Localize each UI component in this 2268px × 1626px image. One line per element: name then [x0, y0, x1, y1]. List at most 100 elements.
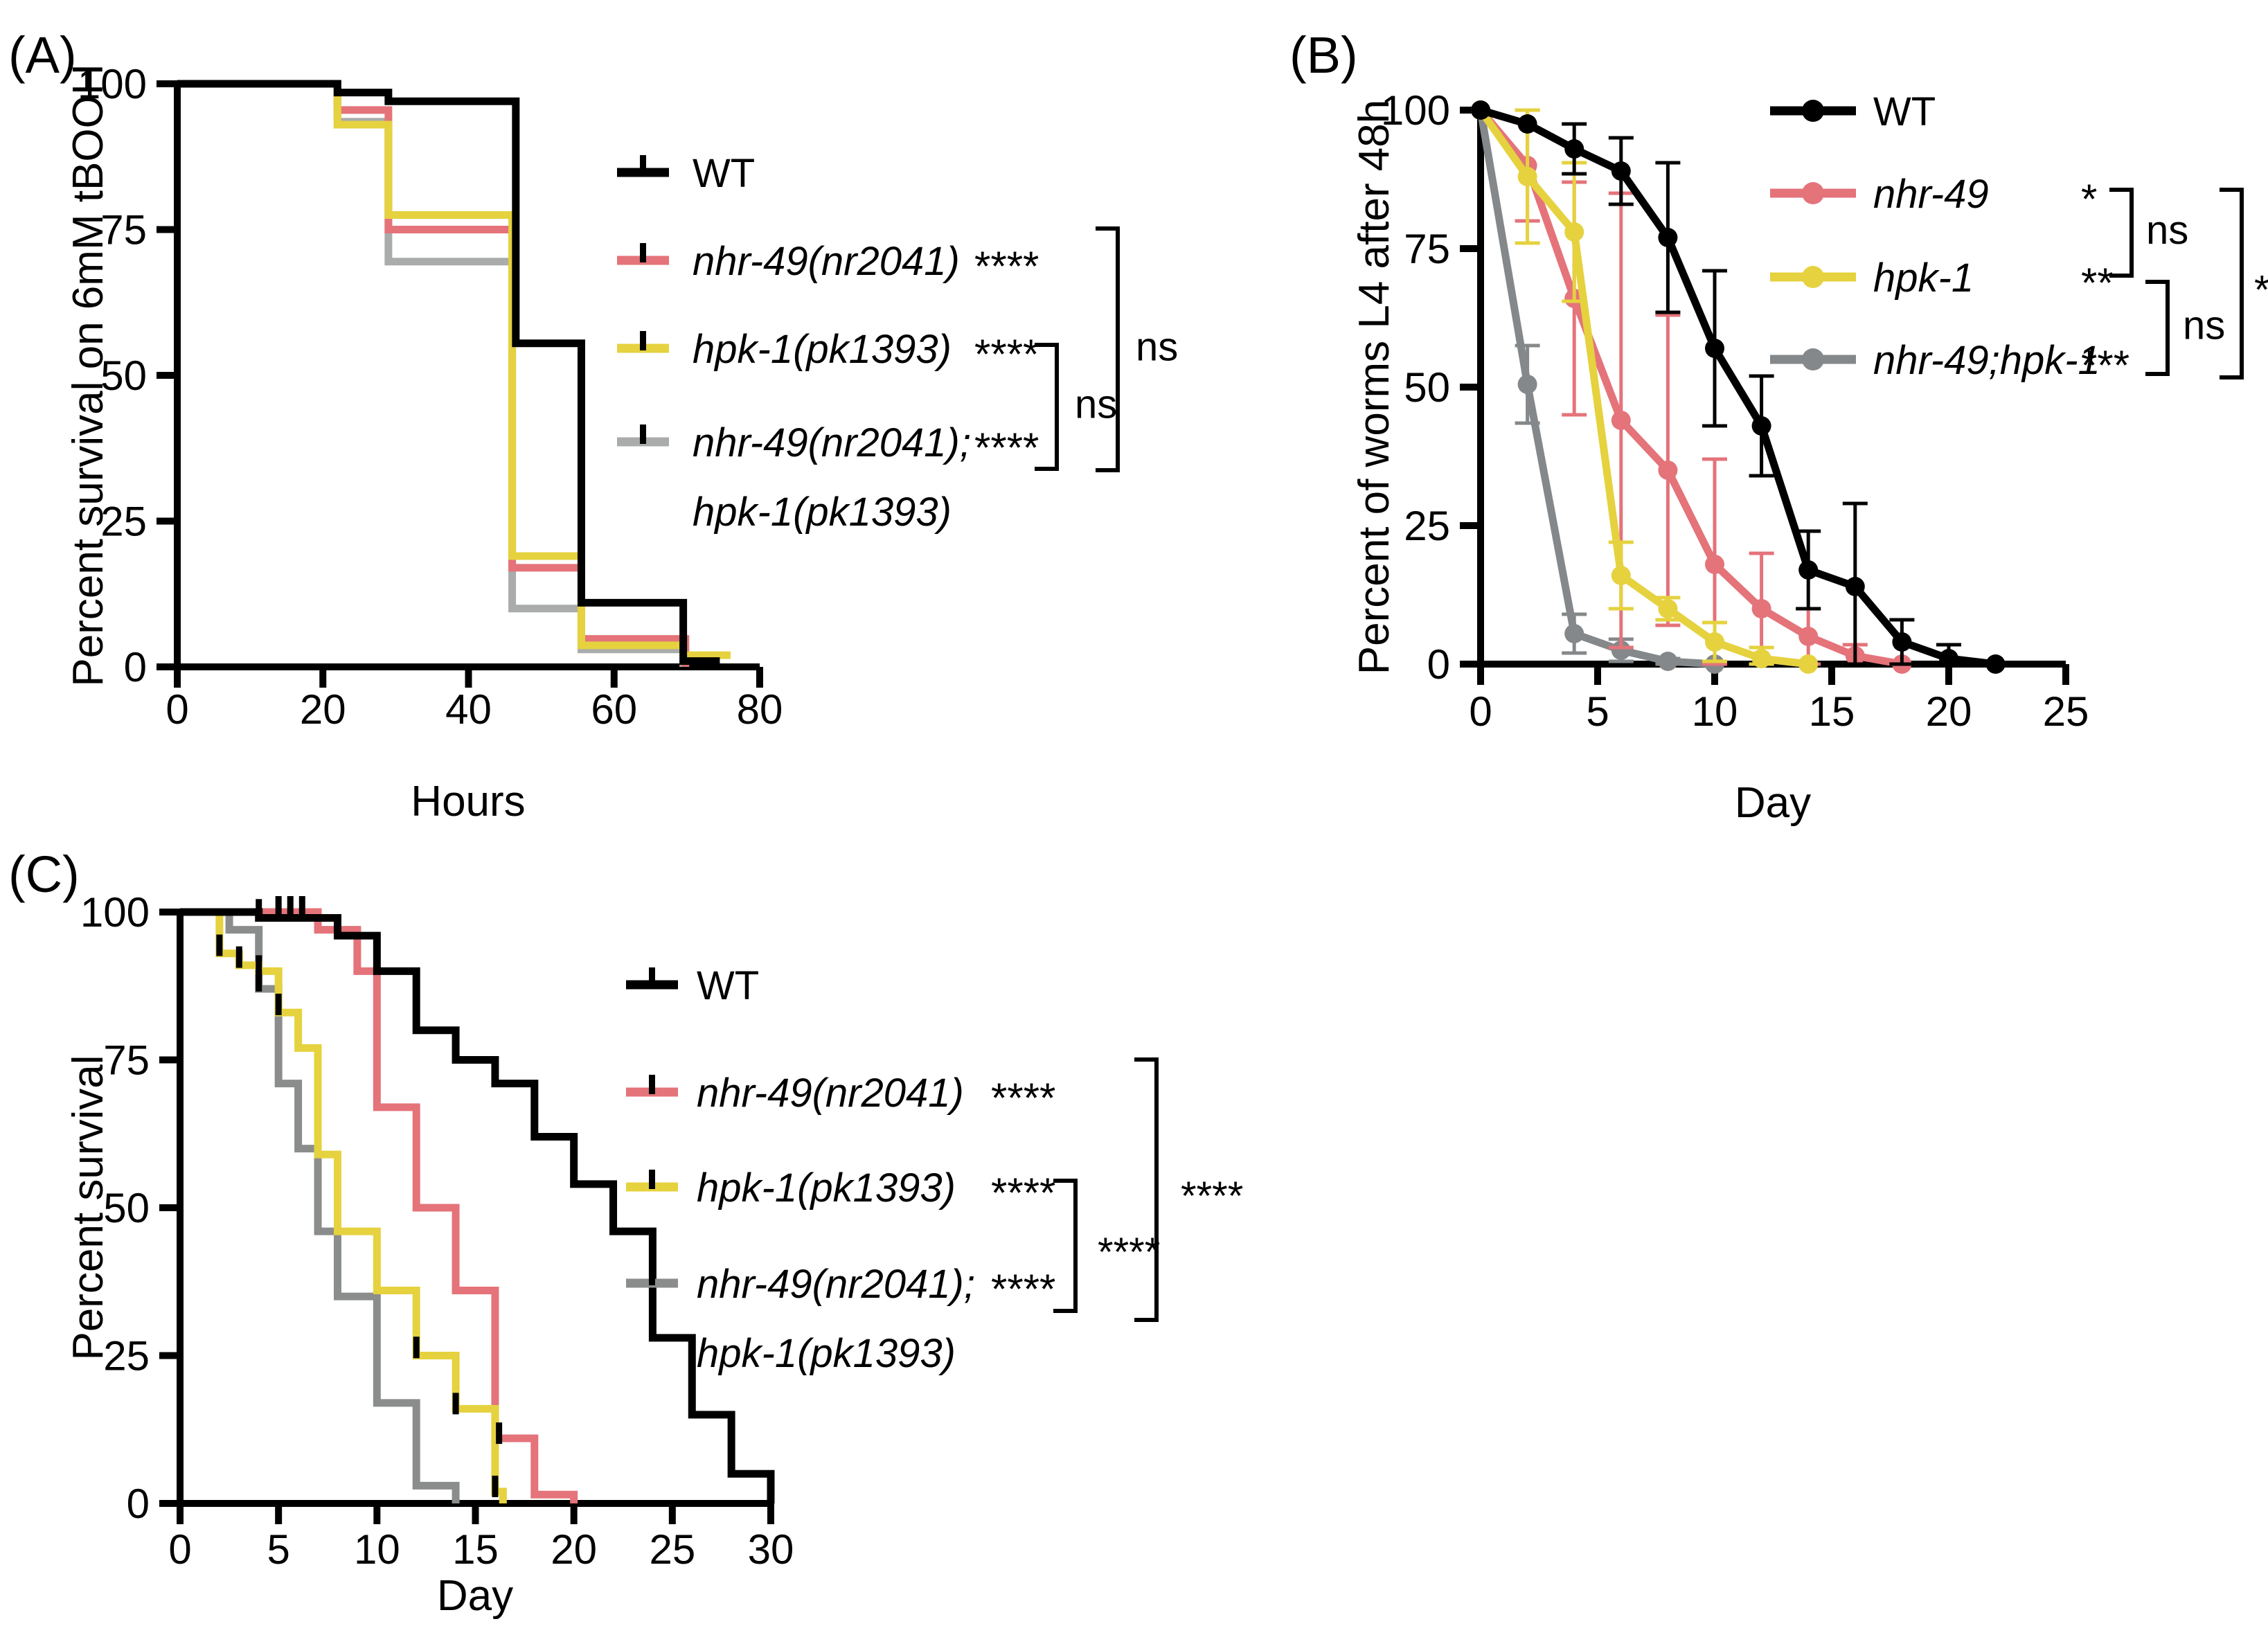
data-line: [1477, 107, 1903, 668]
legend-item-hpk-1pk1393: hpk-1(pk1393) ****: [626, 1165, 1055, 1216]
panel-A-x-tick-label: 0: [166, 686, 188, 733]
panel-A-letter: (A): [8, 26, 77, 84]
data-point: [1705, 339, 1724, 358]
significance-bracket: ns: [2145, 280, 2225, 376]
data-point: [1798, 560, 1819, 580]
panel-C-x-tick-label: 15: [452, 1526, 499, 1573]
panel-C-y-tick-label: 0: [127, 1481, 150, 1527]
bracket-line: [1053, 1179, 1078, 1313]
panel-A: (A) 0 20 40 60 80 0 25 50 75 100 Hours Percent survi…: [8, 26, 1178, 825]
legend-item-WT: WT: [1770, 89, 1936, 134]
legend-swatch-censor-tick: [649, 1170, 655, 1189]
panel-B-y-tick-label: 75: [1404, 226, 1450, 272]
data-point: [1892, 632, 1912, 652]
panel-B-series-WT: [1471, 100, 2006, 674]
panel-B-x-axis-title: Day: [1735, 779, 1811, 827]
legend-swatch-censor-tick: [640, 243, 646, 262]
significance-bracket: ****: [1134, 1057, 1243, 1322]
significance-bracket: ****: [1053, 1179, 1160, 1313]
legend-label: nhr-49;hpk-1: [1873, 338, 2100, 383]
legend-item-hpk-1pk1393: hpk-1(pk1393) ****: [617, 327, 1039, 377]
significance-bracket: ns: [1096, 226, 1178, 472]
legend-label: hpk-1(pk1393): [693, 327, 952, 372]
significance-stars: ****: [974, 425, 1039, 471]
data-point: [1564, 139, 1584, 159]
bracket-significance-stars: ****: [1098, 1230, 1160, 1275]
legend-label: hpk-1: [1873, 256, 1974, 301]
panel-B-x-tick-label: 15: [1809, 688, 1855, 735]
panel-B-x-tick-label: 10: [1692, 688, 1738, 735]
panel-A-y-tick-label: 75: [100, 207, 147, 253]
bracket-ns-label: ns: [1136, 325, 1178, 370]
significance-bracket: *: [2220, 188, 2268, 379]
panel-C-x-axis-title: Day: [437, 1572, 513, 1620]
panel-B-x-tick-label: 0: [1469, 688, 1492, 735]
panel-A-x-tick-label: 80: [737, 686, 783, 733]
panel-B-x-tick-label: 20: [1926, 688, 1972, 735]
legend-label: WT: [697, 963, 759, 1008]
legend-item-nhr-49nr2041: nhr-49(nr2041); hpk-1(pk1393) ****: [626, 1262, 1055, 1376]
legend-label: nhr-49(nr2041);: [693, 420, 971, 465]
panel-B-x-tick-label: 25: [2043, 688, 2089, 735]
legend-swatch-censor-tick: [640, 425, 646, 444]
legend-item-nhr-49: nhr-49 *: [1770, 172, 2097, 222]
significance-stars: ****: [991, 1266, 1055, 1312]
panel-C-y-tick-label: 75: [103, 1037, 150, 1084]
significance-bracket: ns: [2109, 188, 2188, 278]
legend-label: nhr-49(nr2041): [697, 1071, 964, 1116]
panel-C-x-tick-label: 20: [551, 1526, 597, 1573]
panel-A-series-WT: [177, 80, 720, 667]
legend-label: nhr-49(nr2041);: [697, 1262, 975, 1307]
panel-A-y-tick-label: 100: [78, 61, 147, 107]
panel-C-x-tick-label: 10: [354, 1526, 400, 1573]
censor-tick: [413, 1337, 420, 1359]
legend-label: hpk-1(pk1393): [697, 1165, 956, 1210]
data-point: [1751, 649, 1771, 668]
panel-A-y-tick-label: 25: [100, 499, 147, 545]
legend-label-line2: hpk-1(pk1393): [693, 490, 952, 535]
legend-label-line2: hpk-1(pk1393): [697, 1331, 956, 1376]
legend-item-nhr-49nr2041: nhr-49(nr2041) ****: [617, 239, 1039, 289]
panel-A-x-axis-title: Hours: [411, 778, 525, 825]
panel-A-x-tick-label: 20: [300, 686, 346, 733]
legend-swatch-censor-tick: [640, 331, 646, 350]
significance-stars: ****: [974, 243, 1039, 289]
panel-B-legend: WT nhr-49 * hpk-1 ** nhr-49;hpk-1*** ns ns *: [1770, 89, 2268, 388]
significance-stars: ****: [991, 1075, 1055, 1121]
censor-tick: [492, 1475, 499, 1497]
censor-tick: [235, 946, 242, 968]
data-point: [1611, 641, 1631, 660]
panel-B: (B) 0 5 10 15 20 25 0 25 50 75 100 Day Percent of wor…: [1289, 26, 2268, 827]
panel-A-y-tick-label: 50: [100, 352, 147, 399]
significance-stars: *: [2081, 176, 2097, 222]
bracket-significance-stars: ****: [1181, 1174, 1243, 1219]
data-point: [1611, 411, 1631, 430]
panel-A-y-axis-title: Percent survival on 6mM tBOOH: [64, 64, 112, 686]
censor-tick: [496, 1422, 503, 1445]
bracket-ns-label: ns: [2146, 208, 2188, 253]
censor-tick: [256, 970, 262, 992]
significance-stars: ****: [991, 1170, 1055, 1216]
significance-bracket: ns: [1035, 343, 1117, 471]
significance-stars: ***: [2081, 342, 2129, 388]
legend-swatch-marker: [1802, 266, 1824, 288]
bracket-ns-label: ns: [2183, 303, 2225, 348]
legend-swatch-marker: [1802, 348, 1824, 370]
panel-A-axes: [174, 84, 760, 670]
legend-swatch-censor-tick: [649, 1075, 655, 1094]
legend-swatch-marker: [1802, 100, 1824, 122]
panel-B-y-tick-label: 0: [1427, 641, 1450, 688]
data-point: [1705, 555, 1724, 574]
bracket-line: [1096, 226, 1120, 472]
bracket-line: [2220, 188, 2244, 379]
panel-C-series-nhr-49nr2041: [180, 908, 578, 1503]
data-point: [1939, 649, 1958, 668]
survival-curve: [177, 80, 690, 667]
panel-A-x-tick-label: 60: [591, 686, 637, 733]
censor-tick: [287, 896, 294, 918]
panel-C: (C) 0 5 10 15 20 25 30 0 25 50 75 100 Day Percent surv…: [8, 846, 1243, 1620]
panel-C-x-tick-label: 5: [267, 1526, 289, 1573]
survival-curve: [177, 80, 720, 667]
